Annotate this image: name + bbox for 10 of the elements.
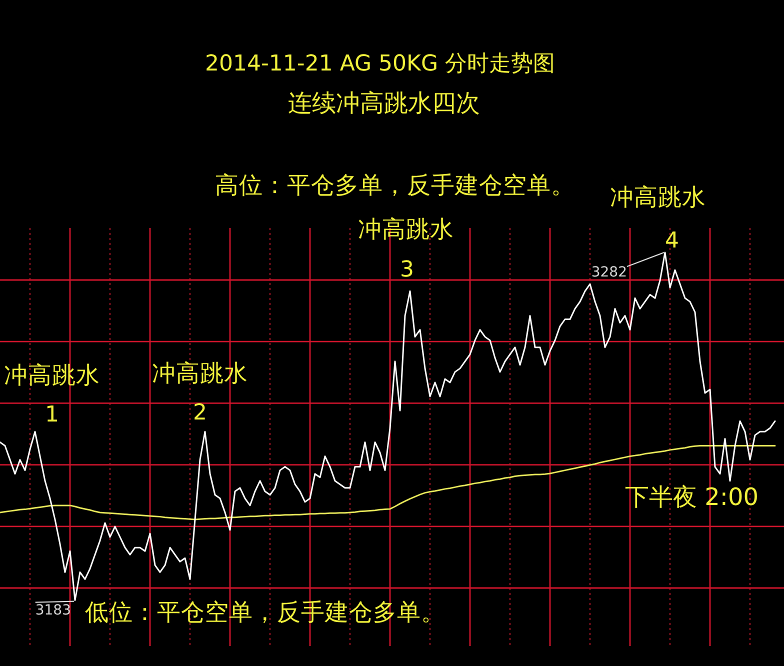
annotation: 3 [400,258,414,282]
annotation: 1 [45,402,59,428]
text: 冲高跳水 [610,183,706,211]
annotation: 2 [193,400,207,426]
text: 高位：平仓多单，反手建仓空单。 [215,171,575,199]
text: 冲高跳水 [358,215,454,243]
data-label: 3282 [591,264,627,280]
chart-title: 2014-11-21 AG 50KG 分时走势图 [204,52,556,76]
annotation: 4 [665,228,679,254]
chart-subtitle: 连续冲高跳水四次 [288,89,480,117]
